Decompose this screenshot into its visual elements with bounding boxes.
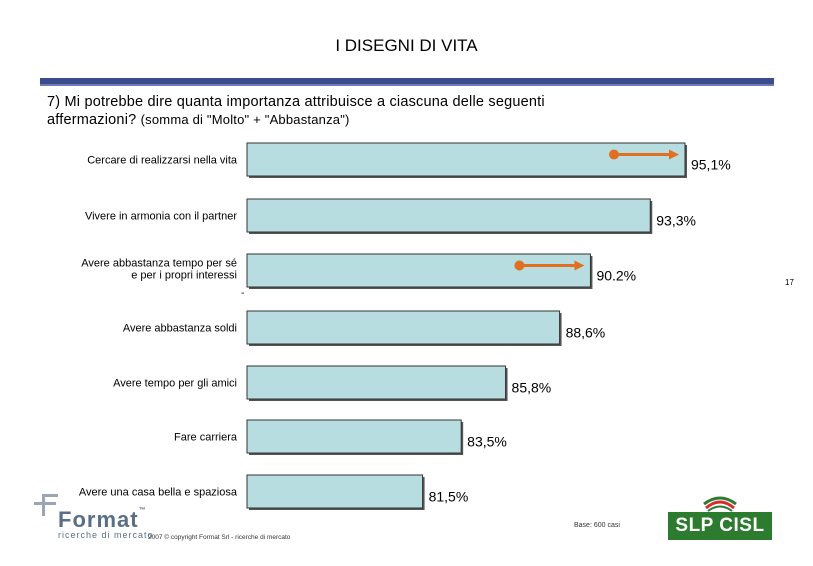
data-label: 85,8% (512, 380, 552, 396)
question-lead: affermazioni? (47, 112, 137, 128)
union-name: SLP CISL (668, 512, 772, 540)
page-number: 17 (785, 278, 794, 287)
tick-label: Fare carriera (174, 432, 238, 444)
slp-cisl-logo-icon (703, 496, 737, 512)
format-logo-icon (34, 494, 58, 516)
title-rule (40, 78, 774, 86)
tick-label: Cercare di realizzarsi nella vita (87, 155, 238, 167)
bar (246, 142, 686, 177)
question-subtitle: (somma di "Molto" + "Abbastanza") (140, 112, 350, 127)
tick-label: e per i propri interessi (131, 270, 237, 282)
question-text: 7) Mi potrebbe dire quanta importanza at… (47, 93, 545, 129)
base-note: Base: 600 casi (574, 522, 620, 529)
copyright-text: 2007 © copyright Format Srl - ricerche d… (148, 534, 291, 541)
bar (246, 253, 591, 288)
dash-mark: - (241, 288, 245, 299)
data-label: 90.2% (596, 268, 636, 284)
question-line-1: 7) Mi potrebbe dire quanta importanza at… (47, 94, 545, 110)
tick-label: Vivere in armonia con il partner (85, 211, 237, 223)
page-title: I DISEGNI DI VITA (335, 36, 478, 55)
data-label: 83,5% (467, 434, 507, 450)
bar (246, 198, 651, 233)
logo-wordmark: Format™ (58, 507, 147, 533)
tick-label: Avere abbastanza tempo per sé (81, 258, 237, 270)
tick-label: Avere una casa bella e spaziosa (79, 487, 238, 499)
tick-label: Avere abbastanza soldi (123, 323, 237, 335)
data-label: 81,5% (429, 489, 469, 505)
logo-word: Format (58, 507, 139, 532)
tick-label: Avere tempo per gli amici (113, 378, 237, 390)
trend-arrow-dot (514, 260, 525, 271)
bar (246, 365, 507, 400)
bar (246, 474, 424, 509)
bar (246, 419, 462, 454)
logo-subtitle: ricerche di mercato (58, 530, 154, 540)
data-label: 95,1% (691, 157, 731, 173)
data-label: 88,6% (566, 325, 606, 341)
bar (246, 310, 561, 345)
trend-arrow-head (574, 260, 585, 271)
trend-arrow-head (668, 149, 679, 160)
question-line-2: affermazioni? (somma di "Molto" + "Abbas… (47, 111, 545, 129)
logo-trademark: ™ (138, 507, 147, 514)
trend-arrow-dot (608, 149, 619, 160)
data-label: 93,3% (656, 213, 696, 229)
